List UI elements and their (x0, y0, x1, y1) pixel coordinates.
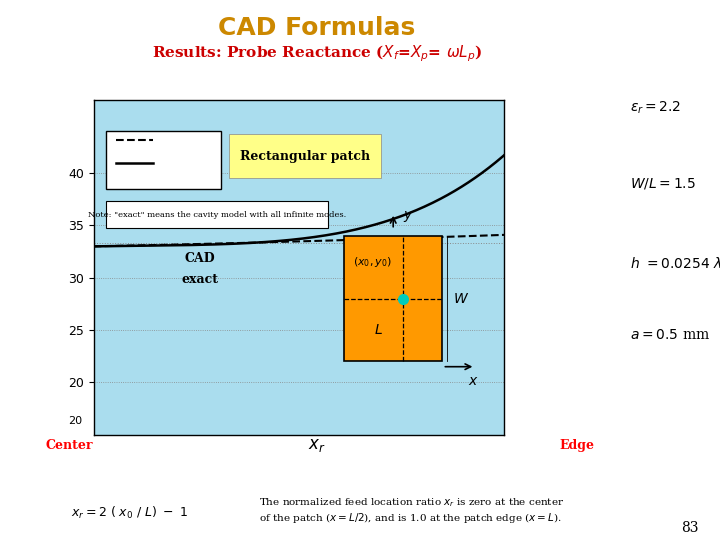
FancyBboxPatch shape (229, 134, 381, 178)
Bar (344, 236, 442, 361)
Text: $h\ = 0.0254\ \lambda_0$: $h\ = 0.0254\ \lambda_0$ (630, 256, 720, 273)
Text: $L$: $L$ (374, 323, 383, 337)
Text: $y$: $y$ (403, 208, 414, 224)
Text: Edge: Edge (559, 439, 595, 452)
FancyBboxPatch shape (106, 201, 328, 227)
Text: CAD Formulas: CAD Formulas (218, 16, 415, 40)
Text: Results: Probe Reactance ($X_f$=$X_p$= $\omega L_p$): Results: Probe Reactance ($X_f$=$X_p$= $… (152, 43, 482, 64)
Text: The normalized feed location ratio $x_r$ is zero at the center
of the patch ($x : The normalized feed location ratio $x_r$… (259, 496, 564, 525)
Text: $a = 0.5$ mm: $a = 0.5$ mm (630, 328, 710, 342)
Text: $W$: $W$ (453, 292, 469, 306)
Text: $x$: $x$ (468, 374, 479, 388)
FancyBboxPatch shape (106, 131, 221, 189)
Text: Center: Center (45, 439, 93, 452)
Text: CAD: CAD (185, 252, 215, 266)
Text: $\varepsilon_r = 2.2$: $\varepsilon_r = 2.2$ (630, 100, 681, 116)
Text: $W/L = 1.5$: $W/L = 1.5$ (630, 176, 696, 191)
Text: Note: "exact" means the cavity model with all infinite modes.: Note: "exact" means the cavity model wit… (88, 211, 346, 219)
Text: $(x_0, y_0)$: $(x_0, y_0)$ (353, 255, 392, 269)
Text: 83: 83 (681, 521, 698, 535)
Text: 20: 20 (68, 416, 82, 426)
Text: exact: exact (182, 273, 219, 286)
Text: $x_r$: $x_r$ (308, 437, 325, 454)
Text: $x_r = 2\ (\ x_0\ /\ L)\ -\ 1$: $x_r = 2\ (\ x_0\ /\ L)\ -\ 1$ (71, 505, 189, 521)
Text: Rectangular patch: Rectangular patch (240, 150, 370, 163)
